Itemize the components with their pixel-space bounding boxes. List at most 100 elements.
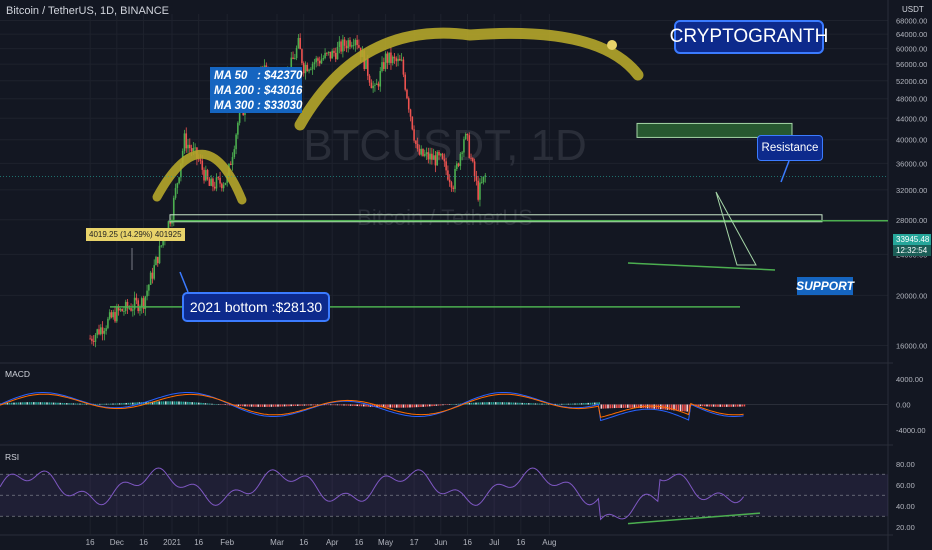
candle-body [477, 180, 479, 200]
macd-histogram-bar [706, 404, 708, 407]
candle-body [404, 74, 406, 90]
macd-histogram-bar [110, 403, 112, 405]
macd-histogram-bar [96, 403, 99, 405]
rsi-trend-line [627, 512, 761, 525]
candle-body [190, 148, 193, 152]
macd-histogram-bar [719, 404, 721, 407]
macd-histogram-bar [173, 401, 176, 405]
candle-body [482, 176, 485, 183]
candle-body [238, 107, 241, 123]
candle-body [295, 47, 298, 59]
macd-histogram-bar [13, 402, 15, 405]
x-tick-label: Jul [489, 538, 499, 547]
macd-histogram-bar [301, 404, 303, 406]
macd-histogram-bar [6, 403, 9, 405]
candle-body [416, 144, 419, 149]
candle-body [322, 58, 325, 60]
macd-histogram-bar [57, 402, 59, 405]
macd-histogram-bar [17, 402, 20, 405]
macd-histogram-bar [308, 404, 310, 406]
macd-histogram-bar [596, 402, 598, 405]
macd-histogram-bar [316, 404, 319, 406]
macd-histogram-bar [37, 402, 39, 405]
macd-histogram-bar [554, 403, 556, 405]
macd-histogram-bar [46, 402, 48, 405]
macd-histogram-bar [444, 404, 446, 405]
resistance-pointer [780, 160, 790, 183]
candle-body [306, 64, 309, 72]
macd-histogram-bar [114, 403, 116, 405]
macd-histogram-bar [22, 402, 24, 405]
x-tick-label: Apr [326, 538, 339, 547]
candle-body [429, 153, 431, 160]
candle-body [237, 122, 239, 135]
y-tick-label: 60000.00 [896, 45, 927, 54]
macd-histogram-bar [501, 402, 504, 405]
macd-histogram-bar [400, 404, 402, 408]
macd-histogram-bar [129, 402, 132, 405]
macd-histogram-bar [451, 404, 453, 405]
candle-body [297, 37, 300, 48]
candle-body [406, 89, 408, 99]
macd-histogram-bar [123, 403, 125, 405]
macd-histogram-bar [228, 404, 231, 406]
macd-histogram-bar [484, 402, 486, 405]
macd-histogram-bar [473, 402, 475, 405]
ma-info-box: MA 50 : $42370 MA 200 : $43016 MA 300 : … [210, 67, 302, 113]
y-tick-label: 56000.00 [896, 60, 927, 69]
candle-body [334, 52, 337, 60]
macd-histogram-bar [193, 402, 196, 405]
macd-histogram-bar [492, 402, 495, 405]
candle-body [112, 312, 115, 318]
candle-body [436, 151, 439, 166]
macd-histogram-bar [587, 402, 589, 405]
macd-histogram-bar [429, 404, 431, 407]
candle-body [342, 39, 344, 52]
macd-histogram-bar [387, 404, 389, 408]
macd-histogram-bar [286, 404, 288, 407]
macd-histogram-bar [66, 403, 68, 405]
macd-histogram-bar [737, 404, 739, 407]
y-tick-label: 36000.00 [896, 159, 927, 168]
macd-histogram-bar [521, 402, 523, 405]
macd-histogram-bar [490, 402, 493, 405]
macd-histogram-bar [176, 401, 178, 405]
candle-body [400, 59, 403, 61]
x-axis: 16 Dec 16 2021 16 Feb Mar 16 Apr 16 May 17 Jun 16 Jul 1… [86, 538, 557, 547]
rsi-panel [0, 467, 888, 525]
candle-body [375, 83, 378, 85]
candle-body [119, 308, 122, 311]
candle-body [110, 312, 113, 318]
macd-histogram-bar [272, 404, 275, 407]
macd-histogram-bar [631, 404, 633, 408]
candle-body [310, 69, 312, 71]
candle-body [92, 340, 95, 342]
macd-histogram-bar [442, 404, 444, 406]
macd-histogram-bar [356, 404, 358, 407]
candle-body [383, 62, 385, 69]
macd-histogram-bar [259, 404, 262, 407]
macd-histogram-bar [105, 403, 108, 405]
candle-body [215, 177, 218, 189]
macd-histogram-bar [600, 404, 603, 409]
candle-body [203, 169, 205, 181]
candle-body [354, 39, 357, 46]
candle-body [311, 63, 314, 70]
macd-histogram-bar [305, 404, 308, 406]
candle-body [418, 148, 421, 155]
candle-body [94, 334, 97, 342]
candle-body [331, 50, 333, 59]
macd-histogram-bar [514, 402, 517, 405]
macd-histogram-bar [136, 402, 138, 405]
macd-histogram-bar [85, 403, 88, 405]
candle-body [413, 129, 415, 141]
macd-histogram-bar [239, 404, 242, 407]
macd-histogram-bar [402, 404, 405, 408]
candle-body [409, 109, 412, 117]
arc-large [294, 27, 644, 131]
candle-body [318, 60, 321, 64]
macd-histogram-bar [704, 404, 706, 407]
candle-body [345, 45, 348, 49]
macd-histogram-bar [143, 402, 145, 405]
candle-body [358, 45, 360, 48]
